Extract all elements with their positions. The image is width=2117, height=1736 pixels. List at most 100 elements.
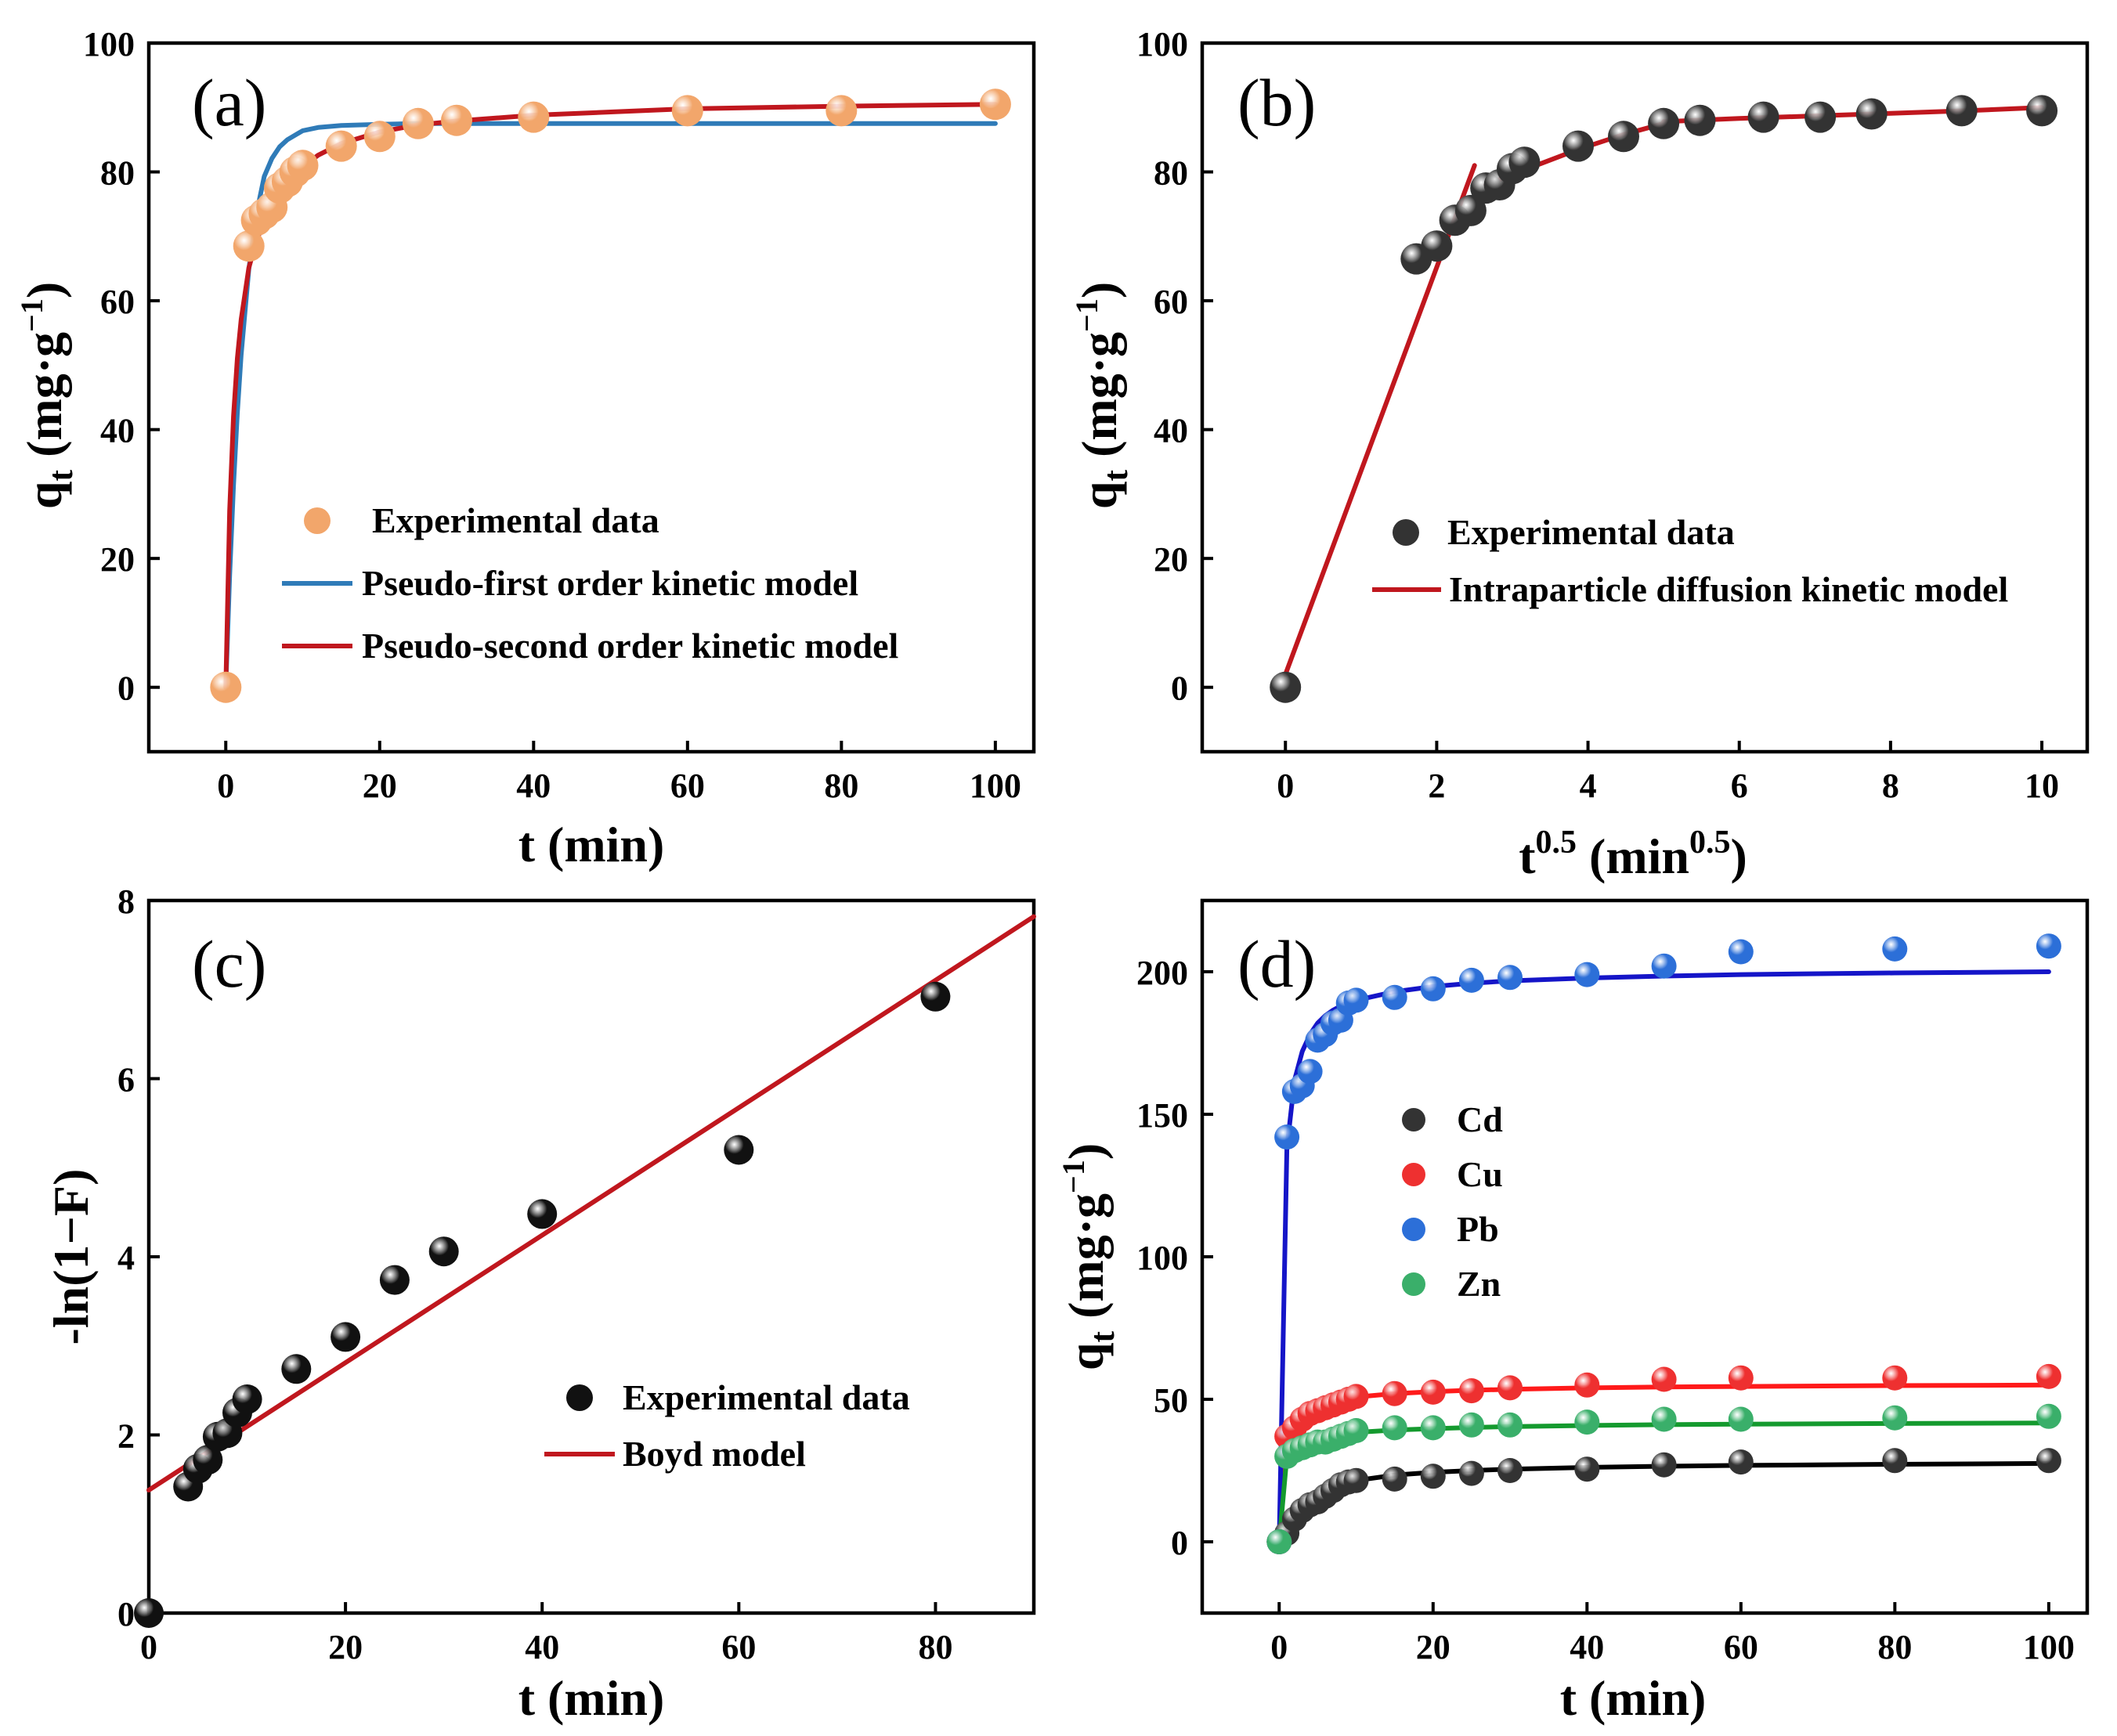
data-point-zn — [1266, 1529, 1292, 1554]
y-tick-label-d: 150 — [1136, 1096, 1188, 1135]
legend-c: Experimental data Boyd model — [544, 1377, 910, 1474]
data-point-experimental-data — [1855, 98, 1888, 130]
panel-label-d: (d) — [1237, 926, 1316, 1002]
data-point-cd — [1458, 1460, 1484, 1486]
data-point-cu — [2036, 1363, 2061, 1389]
data-point-experimental-data — [527, 1199, 558, 1229]
data-point-pb — [1382, 984, 1407, 1010]
data-point-experimental-data — [402, 107, 434, 139]
x-tick-label-a: 0 — [217, 767, 234, 805]
y-tick-label-a: 80 — [100, 154, 135, 193]
data-point-zn — [1497, 1412, 1523, 1438]
y-tick-label-b: 80 — [1154, 154, 1188, 193]
y-tick-label-a: 0 — [117, 669, 135, 708]
y-axis-label-d-unit-close: ) — [1058, 1143, 1114, 1160]
legend-marker-zn-d — [1402, 1272, 1425, 1296]
x-axis-label-c: t (min) — [518, 1670, 665, 1726]
data-point-zn — [1420, 1415, 1446, 1441]
data-point-experimental-data — [1421, 230, 1453, 262]
fit-line-boyd-model — [146, 914, 1036, 1492]
legend-label-experimental-a: Experimental data — [372, 500, 659, 540]
data-point-experimental-data — [1608, 121, 1639, 153]
x-tick-label-d: 100 — [2023, 1628, 2075, 1666]
y-axis-label-a-main: q — [16, 482, 72, 510]
legend-marker-experimental-b — [1393, 519, 1419, 546]
data-point-experimental-data — [1945, 95, 1978, 127]
legend-label-experimental-c: Experimental data — [623, 1377, 910, 1417]
data-point-experimental-data — [210, 671, 242, 703]
y-axis-label-a-unit-sup: −1 — [14, 298, 49, 332]
x-tick-label-b: 10 — [2025, 767, 2059, 805]
legend-label-cu-d: Cu — [1457, 1154, 1503, 1194]
data-point-experimental-data — [379, 1265, 410, 1295]
legend-label-pfo-a: Pseudo-first order kinetic model — [362, 563, 858, 603]
x-axis-label-d: t (min) — [1560, 1670, 1707, 1726]
data-point-experimental-data — [1805, 101, 1837, 133]
y-axis-label-d-unit-sup: −1 — [1056, 1160, 1091, 1193]
data-point-cd — [1420, 1464, 1446, 1489]
panel-d: 0 20 40 60 80 100 0 50 100 150 200 (d) t (min) qt … — [1056, 898, 2090, 1726]
x-tick-label-c: 60 — [721, 1628, 756, 1666]
y-axis-label-a-sub: t — [42, 470, 80, 482]
x-tick-label-d: 0 — [1270, 1628, 1288, 1666]
panel-label-a: (a) — [192, 65, 266, 140]
data-point-cu — [1497, 1375, 1523, 1401]
data-point-cd — [2036, 1448, 2061, 1474]
x-tick-label-b: 8 — [1882, 767, 1899, 805]
legend-label-zn-d: Zn — [1457, 1264, 1501, 1304]
data-point-zn — [1382, 1415, 1407, 1441]
x-tick-label-c: 40 — [525, 1628, 559, 1666]
y-tick-label-c: 2 — [117, 1417, 135, 1456]
x-tick-label-d: 40 — [1570, 1628, 1604, 1666]
panel-label-b: (b) — [1237, 65, 1316, 140]
data-point-cu — [1382, 1380, 1407, 1406]
y-axis-label-b-unit: (mg·g — [1071, 332, 1127, 470]
y-tick-label-c: 0 — [117, 1595, 135, 1633]
legend-label-pso-a: Pseudo-second order kinetic model — [362, 626, 898, 666]
data-point-pb — [1497, 965, 1523, 991]
x-tick-label-c: 0 — [140, 1628, 157, 1666]
x-tick-label-b: 2 — [1428, 767, 1445, 805]
data-point-experimental-data — [2026, 95, 2058, 127]
legend-marker-cd-d — [1402, 1108, 1425, 1131]
y-axis-label-b-main: q — [1071, 482, 1127, 510]
data-point-zn — [1343, 1418, 1369, 1443]
x-axis-label-a: t (min) — [518, 817, 665, 872]
x-axis-label-b-base: t — [1519, 828, 1536, 884]
data-point-experimental-data — [671, 95, 703, 127]
y-tick-label-a: 20 — [100, 540, 135, 579]
y-axis-label-b-unit-sup: −1 — [1069, 298, 1104, 332]
data-point-experimental-data — [1270, 671, 1302, 703]
data-point-experimental-data — [232, 1384, 262, 1414]
data-point-experimental-data — [825, 95, 858, 127]
y-tick-label-b: 0 — [1171, 669, 1188, 708]
x-tick-label-c: 20 — [328, 1628, 363, 1666]
data-point-zn — [1728, 1406, 1754, 1432]
plot-frame-c — [146, 898, 1036, 1615]
data-point-pb — [2036, 933, 2061, 959]
legend-marker-experimental-a — [304, 507, 331, 534]
x-tick-label-d: 20 — [1416, 1628, 1450, 1666]
x-axis-label-b-sup: 0.5 — [1536, 825, 1577, 861]
y-axis-label-a-unit: (mg·g — [16, 332, 72, 470]
plot-frame-a — [146, 41, 1036, 754]
y-axis-label-d-main: q — [1058, 1343, 1114, 1371]
data-point-experimental-data — [1508, 146, 1541, 179]
data-point-cd — [1574, 1456, 1600, 1482]
legend-a: Experimental data Pseudo-first order kin… — [282, 500, 898, 666]
data-point-experimental-data — [363, 121, 396, 153]
legend-label-intraparticle-b: Intraparticle diffusion kinetic model — [1449, 569, 2008, 609]
x-tick-label-a: 100 — [970, 767, 1021, 805]
data-point-zn — [1882, 1405, 1908, 1431]
y-tick-label-b: 60 — [1154, 283, 1188, 321]
data-point-pb — [1297, 1059, 1323, 1085]
legend-label-experimental-b: Experimental data — [1447, 512, 1735, 552]
data-point-experimental-data — [1562, 130, 1594, 162]
legend-label-boyd-c: Boyd model — [623, 1434, 806, 1474]
legend-label-pb-d: Pb — [1457, 1209, 1499, 1249]
data-point-cd — [1882, 1448, 1908, 1474]
y-axis-label-b: qt (mg·g−1) — [1069, 282, 1135, 509]
x-tick-label-a: 20 — [363, 767, 397, 805]
